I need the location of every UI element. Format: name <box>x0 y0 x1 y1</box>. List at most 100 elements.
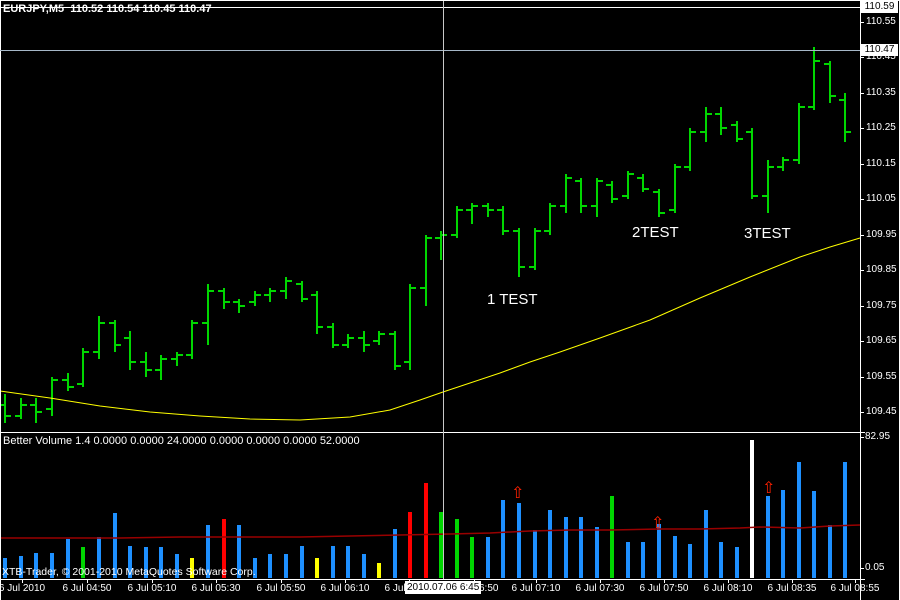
up-arrow-icon: ⇧ <box>511 483 525 502</box>
volume-bar <box>735 547 739 578</box>
ohlc-bar-stem <box>549 203 551 235</box>
ohlc-bar-stem <box>487 203 489 217</box>
volume-bar <box>719 542 723 578</box>
price-tick <box>860 306 864 307</box>
price-tick <box>860 22 864 23</box>
ohlc-bar-stem <box>51 377 53 416</box>
time-tick <box>345 580 346 583</box>
ohlc-bar-close-tick <box>784 159 789 161</box>
volume-bar <box>393 529 397 578</box>
ohlc-bar-stem <box>844 93 846 142</box>
ohlc-bar-stem <box>114 320 116 352</box>
volume-bar <box>206 525 210 578</box>
ohlc-bar-open-tick <box>296 283 301 285</box>
volume-bar <box>797 462 801 578</box>
ohlc-bar-open-tick <box>622 195 627 197</box>
price-axis[interactable]: 82.95 0.05 110.55 110.45 110.35 110.25 110.1… <box>861 0 900 600</box>
ohlc-bar-stem <box>580 178 582 213</box>
volume-bar <box>641 542 645 578</box>
volume-bar <box>159 547 163 578</box>
ohlc-bar-open-tick <box>451 234 456 236</box>
ohlc-bar-close-tick <box>334 344 339 346</box>
ohlc-bar-close-tick <box>256 294 261 296</box>
copyright-text: XTB-Trader, © 2001-2010 MetaQuotes Softw… <box>2 566 256 578</box>
ohlc-bar-close-tick <box>831 95 836 97</box>
volume-bar <box>688 544 692 578</box>
ohlc-bar-close-tick <box>349 337 354 339</box>
ohlc-bar-open-tick <box>793 159 798 161</box>
volume-bar <box>346 546 350 578</box>
volume-bar <box>486 537 490 578</box>
axis-separator-vertical <box>860 0 861 600</box>
volume-bar <box>843 462 847 578</box>
time-tick-label: 6 Jul 05:50 <box>256 583 306 594</box>
ohlc-bar-stem <box>596 178 598 217</box>
time-tick <box>536 580 537 583</box>
ohlc-bar-close-tick <box>800 106 805 108</box>
time-tick <box>664 580 665 583</box>
chart-title-overlay: EURJPY,M5 110.52 110.54 110.45 110.47 <box>3 3 212 15</box>
ohlc-bar-open-tick <box>311 294 316 296</box>
price-tick <box>860 270 864 271</box>
ohlc-bar-open-tick <box>264 294 269 296</box>
ohlc-bar-close-tick <box>411 287 416 289</box>
ohlc-bar-close-tick <box>240 305 245 307</box>
volume-bar <box>704 510 708 578</box>
indicator-scale-tick <box>860 437 864 438</box>
ohlc-bar-open-tick <box>762 195 767 197</box>
volume-bar <box>113 513 117 578</box>
ohlc-bar-stem <box>751 128 753 199</box>
ohlc-bar-close-tick <box>287 280 292 282</box>
ohlc-bar-open-tick <box>482 205 487 207</box>
ohlc-bar-close-tick <box>442 234 447 236</box>
ohlc-bar-open-tick <box>606 184 611 186</box>
ohlc-bar-open-tick <box>233 301 238 303</box>
up-arrow-icon: ⇧ <box>651 513 665 532</box>
ohlc-bar-open-tick <box>15 415 20 417</box>
ohlc-bar-stem <box>456 206 458 238</box>
volume-bar <box>470 537 474 578</box>
ohlc-bar-open-tick <box>560 205 565 207</box>
price-tick <box>860 412 864 413</box>
indicator-title: Better Volume 1.4 0.0000 0.0000 24.0000 … <box>3 435 360 447</box>
ohlc-bar-close-tick <box>100 322 105 324</box>
volume-bar <box>626 542 630 578</box>
ohlc-bar-open-tick <box>637 177 642 179</box>
ohlc-bar-stem <box>658 189 660 217</box>
ohlc-bar-open-tick <box>591 205 596 207</box>
price-tick-label: 110.15 <box>866 158 896 169</box>
ohlc-bar-open-tick <box>420 287 425 289</box>
ohlc-bar-close-tick <box>629 173 634 175</box>
ohlc-bar-open-tick <box>327 326 332 328</box>
price-tick <box>860 128 864 129</box>
price-tick <box>860 341 864 342</box>
ohlc-bar-stem <box>425 235 427 306</box>
ohlc-bar-close-tick <box>536 230 541 232</box>
ohlc-bar-open-tick <box>529 266 534 268</box>
ohlc-bar-open-tick <box>575 180 580 182</box>
time-tick-label: 6 Jul 08:55 <box>830 583 880 594</box>
bid-price-box: 110.47 <box>861 44 898 56</box>
ohlc-bar-close-tick <box>178 354 183 356</box>
volume-bar <box>517 503 521 578</box>
ohlc-bar-open-tick <box>715 113 720 115</box>
price-tick-label: 109.85 <box>866 264 897 275</box>
volume-bar <box>377 563 381 578</box>
ohlc-bar-open-tick <box>466 209 471 211</box>
volume-bar <box>439 512 443 578</box>
ohlc-bar-stem <box>782 157 784 171</box>
bid-price-line <box>0 50 860 51</box>
time-tick <box>22 580 23 583</box>
ohlc-bar-open-tick <box>93 351 98 353</box>
time-tick <box>87 580 88 583</box>
ohlc-bar-stem <box>409 284 411 370</box>
hline-price-box: 110.59 <box>861 1 898 13</box>
ohlc-bar-open-tick <box>497 209 502 211</box>
price-tick <box>860 199 864 200</box>
horizontal-price-line <box>0 7 860 8</box>
time-tick-label: 6 Jul 06:10 <box>320 583 370 594</box>
volume-bar <box>424 483 428 578</box>
ohlc-bar-close-tick <box>53 379 58 381</box>
ohlc-bar-stem <box>207 284 209 345</box>
volume-bar <box>144 547 148 578</box>
